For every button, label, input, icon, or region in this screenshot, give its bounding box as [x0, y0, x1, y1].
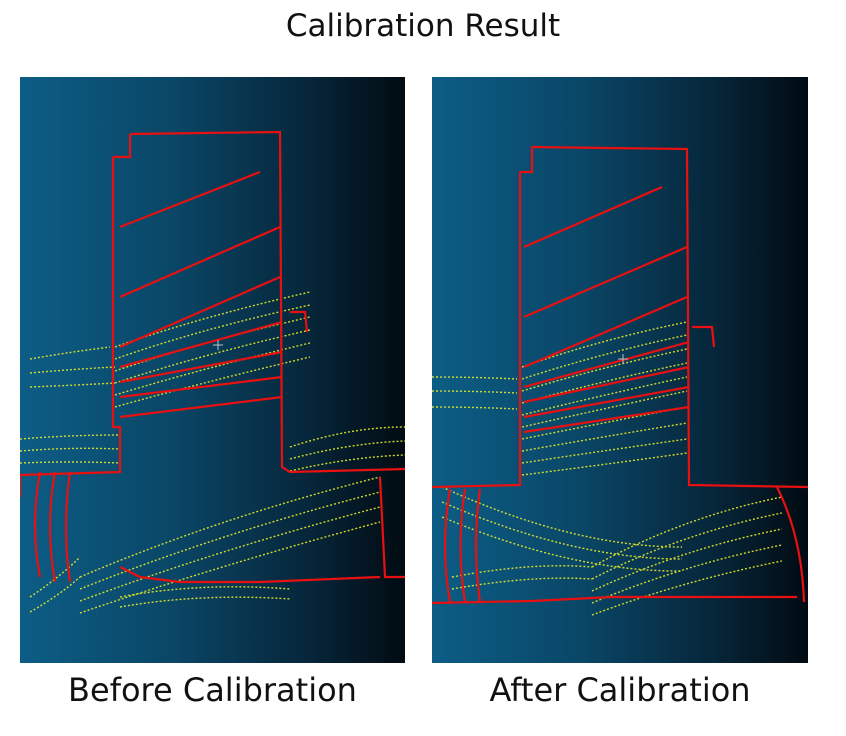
before-structure-edges — [20, 130, 405, 584]
before-lidar-scan-lines — [20, 291, 405, 614]
after-lidar-scan-lines — [432, 321, 783, 616]
after-cursor-icon — [618, 354, 628, 364]
before-point-cloud-svg — [20, 130, 405, 614]
after-structure-edges — [432, 145, 808, 605]
figure-title: Calibration Result — [285, 8, 561, 44]
after-point-cloud-svg — [432, 145, 808, 616]
before-calibration-point-cloud — [20, 77, 405, 663]
before-calibration-caption: Before Calibration — [68, 671, 357, 709]
before-cursor-icon — [213, 340, 223, 350]
after-calibration-point-cloud — [432, 77, 808, 663]
after-calibration-caption: After Calibration — [489, 671, 751, 709]
